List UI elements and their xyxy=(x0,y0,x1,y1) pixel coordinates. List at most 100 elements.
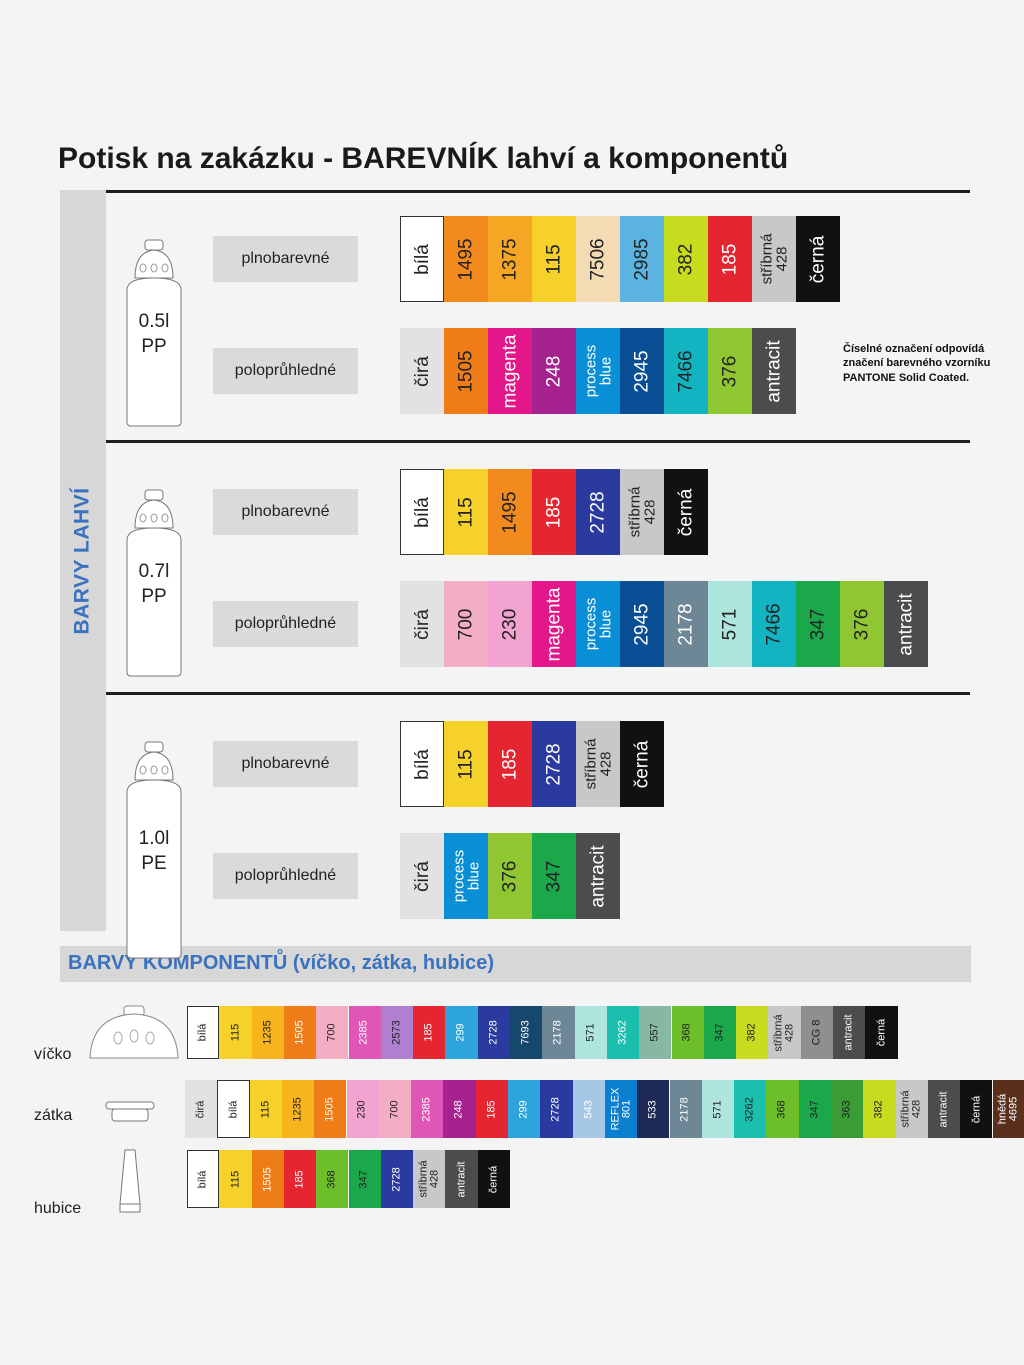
component-swatch: 533 xyxy=(637,1080,670,1138)
component-swatch: 1505 xyxy=(251,1150,284,1208)
swatch-label: 1235 xyxy=(291,1096,304,1122)
swatch-label: 2945 xyxy=(631,602,653,646)
component-swatch: černá xyxy=(960,1080,993,1138)
swatch-label: 230 xyxy=(499,608,521,640)
swatch-label: 571 xyxy=(711,1099,724,1119)
swatch-label: 368 xyxy=(681,1023,694,1042)
swatch-label: antracit xyxy=(895,592,917,656)
bottle-icon xyxy=(126,239,182,427)
color-swatch: 2945 xyxy=(620,328,664,414)
swatch-label: 299 xyxy=(517,1099,530,1119)
color-swatch: antracit xyxy=(752,328,796,414)
component-swatch: 368 xyxy=(316,1150,349,1208)
swatch-label: černá xyxy=(807,235,829,283)
component-swatch: 299 xyxy=(508,1080,541,1138)
swatch-label: 2178 xyxy=(675,602,697,646)
color-swatch: 2945 xyxy=(620,581,664,667)
swatch-label: 347 xyxy=(543,860,565,892)
swatch-label: antracit xyxy=(937,1090,950,1128)
color-swatch: 700 xyxy=(444,581,488,667)
component-swatch: bílá xyxy=(187,1006,220,1059)
component-swatch: 1235 xyxy=(251,1006,284,1059)
component-swatch: 382 xyxy=(736,1006,769,1059)
color-swatch: process blue xyxy=(576,581,620,667)
swatch-label: 382 xyxy=(745,1023,758,1042)
swatch-label: 185 xyxy=(422,1023,435,1042)
color-swatch: 347 xyxy=(796,581,840,667)
swatch-label: antracit xyxy=(842,1014,855,1051)
color-swatch: bílá xyxy=(400,216,444,302)
component-swatch: 115 xyxy=(219,1150,252,1208)
component-swatch: 363 xyxy=(831,1080,864,1138)
swatch-label: 571 xyxy=(584,1023,597,1042)
color-swatch: 115 xyxy=(444,721,488,807)
color-swatch: 2985 xyxy=(620,216,664,302)
color-swatch: 1495 xyxy=(488,469,532,555)
component-swatch: stříbrná 428 xyxy=(768,1006,801,1059)
color-swatch: čirá xyxy=(400,833,444,919)
component-swatch: 543 xyxy=(572,1080,605,1138)
swatch-label: 2728 xyxy=(390,1166,403,1192)
component-swatch: antracit xyxy=(833,1006,866,1059)
component-swatch: 571 xyxy=(574,1006,607,1059)
color-swatch: 248 xyxy=(532,328,576,414)
component-swatch: 185 xyxy=(475,1080,508,1138)
swatch-label: stříbrná 428 xyxy=(772,1013,796,1052)
swatch-label: 347 xyxy=(358,1169,371,1189)
swatch-label: 7693 xyxy=(519,1020,532,1045)
color-swatch: 185 xyxy=(708,216,752,302)
swatch-label: čirá xyxy=(411,608,433,640)
color-swatch: 571 xyxy=(708,581,752,667)
swatch-label: 2985 xyxy=(631,237,653,281)
component-swatch: 3262 xyxy=(734,1080,767,1138)
swatch-label: 185 xyxy=(485,1099,498,1119)
swatch-label: process blue xyxy=(582,597,614,651)
bottle-size-label: 0.7l PP xyxy=(123,560,185,609)
bottle-size-label: 0.5l PP xyxy=(123,310,185,359)
swatch-label: 1505 xyxy=(323,1096,336,1122)
section-divider xyxy=(106,190,970,193)
swatch-label: 2945 xyxy=(631,349,653,393)
color-swatch: 2178 xyxy=(664,581,708,667)
swatch-label: 185 xyxy=(719,243,741,275)
swatch-label: hnědá 4695 xyxy=(996,1093,1020,1125)
swatch-label: magenta xyxy=(499,334,521,408)
component-swatch: bílá xyxy=(217,1080,250,1138)
component-swatch: 2385 xyxy=(411,1080,444,1138)
color-swatch: 7506 xyxy=(576,216,620,302)
swatch-label: 376 xyxy=(719,355,741,387)
swatch-label: 248 xyxy=(543,355,565,387)
swatch-label: 2728 xyxy=(487,1020,500,1045)
swatch-label: 1375 xyxy=(499,237,521,281)
color-swatch: 185 xyxy=(532,469,576,555)
color-swatch: stříbrná 428 xyxy=(752,216,796,302)
color-swatch: 1375 xyxy=(488,216,532,302)
component-swatch: 115 xyxy=(219,1006,252,1059)
component-swatch: 347 xyxy=(798,1080,831,1138)
component-swatch: 3262 xyxy=(606,1006,640,1059)
component-swatch: stříbrná 428 xyxy=(413,1150,446,1208)
color-swatch: 376 xyxy=(840,581,884,667)
swatch-label: 7466 xyxy=(763,602,785,646)
cap-icon xyxy=(89,1005,179,1059)
swatch-label: 2573 xyxy=(390,1020,403,1045)
swatch-label: stříbrná 428 xyxy=(417,1160,441,1198)
component-swatch: 248 xyxy=(443,1080,476,1138)
bottle-volume: 0.7l xyxy=(138,561,170,582)
color-swatch: 115 xyxy=(532,216,576,302)
color-swatch: stříbrná 428 xyxy=(576,721,620,807)
color-swatch: 7466 xyxy=(664,328,708,414)
swatch-label: 533 xyxy=(646,1099,659,1119)
swatch-label: 115 xyxy=(228,1170,241,1188)
component-swatch: 368 xyxy=(766,1080,799,1138)
color-swatch: čirá xyxy=(400,328,444,414)
swatch-label: stříbrná 428 xyxy=(758,233,791,285)
swatch-label: process blue xyxy=(450,849,482,903)
finish-type-label: plnobarevné xyxy=(213,489,358,535)
component-swatch: černá xyxy=(477,1150,510,1208)
bottle-icon xyxy=(126,741,182,959)
swatch-label: 2728 xyxy=(549,1096,562,1122)
swatch-label: antracit xyxy=(455,1160,468,1198)
swatch-label: 1505 xyxy=(455,349,477,393)
swatch-label: 299 xyxy=(455,1023,468,1042)
